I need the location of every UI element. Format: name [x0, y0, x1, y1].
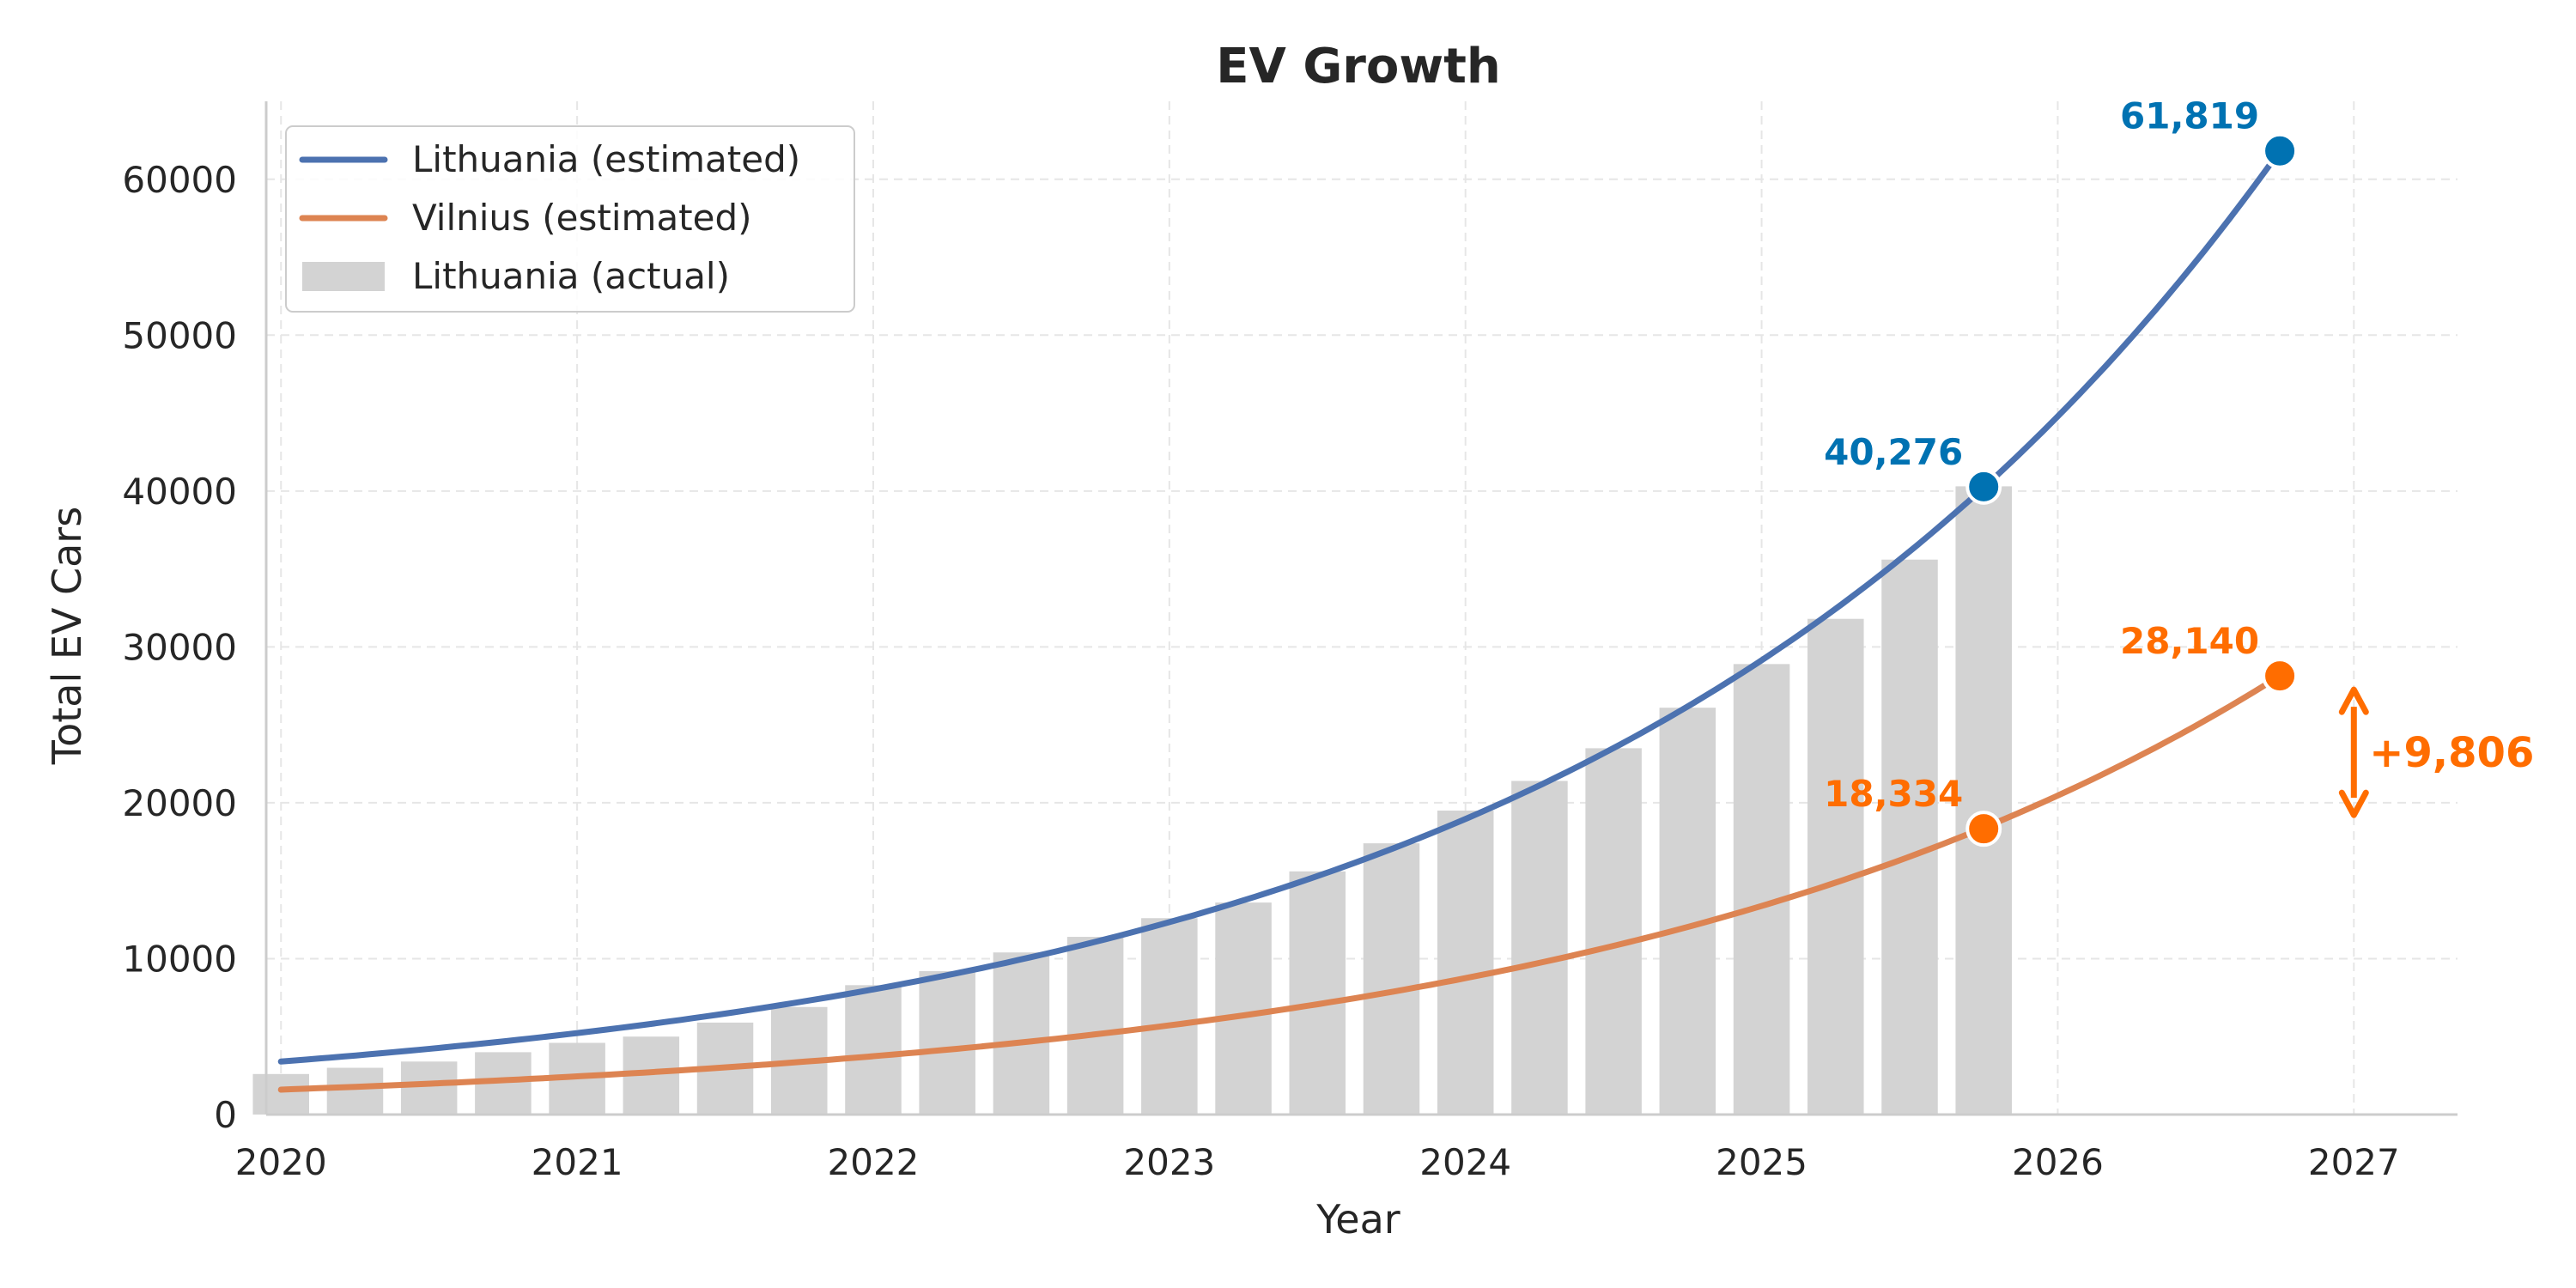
bar-11 — [1066, 937, 1124, 1115]
x-tick-label-2021: 2021 — [532, 1141, 623, 1183]
legend-label-vilnius-estimated: Vilnius (estimated) — [412, 197, 752, 239]
bars — [252, 486, 2012, 1115]
x-tick-label-2022: 2022 — [828, 1141, 920, 1183]
y-tick-label-60000: 60000 — [122, 159, 237, 201]
y-axis-title: Total EV Cars — [44, 507, 90, 765]
bar-10 — [993, 952, 1050, 1115]
x-tick-label-2025: 2025 — [1716, 1141, 1807, 1183]
bar-18 — [1585, 748, 1642, 1115]
annotation-label-1: 61,819 — [2120, 95, 2259, 137]
x-axis-title: Year — [1315, 1196, 1400, 1242]
y-tick-label-40000: 40000 — [122, 471, 237, 513]
x-tick-label-2020: 2020 — [235, 1141, 327, 1183]
y-tick-label-0: 0 — [214, 1094, 237, 1136]
annotation-label-3: 28,140 — [2120, 620, 2259, 662]
bar-2 — [400, 1061, 458, 1115]
y-tick-label-50000: 50000 — [122, 314, 237, 356]
annotation-point-1 — [2262, 132, 2299, 169]
x-tick-label-2023: 2023 — [1123, 1141, 1215, 1183]
bar-0 — [252, 1073, 310, 1115]
bar-21 — [1807, 618, 1864, 1115]
difference-arrow-head-up — [2338, 686, 2369, 715]
annotation-label-0: 40,276 — [1824, 431, 1963, 473]
bar-8 — [845, 985, 902, 1115]
chart-title: EV Growth — [1216, 39, 1501, 94]
bar-16 — [1437, 811, 1494, 1115]
bar-14 — [1289, 871, 1346, 1115]
difference-arrow-head-down — [2338, 789, 2369, 818]
x-tick-label-2027: 2027 — [2308, 1141, 2400, 1183]
annotation-point-0 — [1965, 468, 2002, 505]
y-tick-label-30000: 30000 — [122, 626, 237, 668]
legend: Lithuania (estimated) Vilnius (estimated… — [285, 125, 855, 313]
legend-frame — [285, 125, 855, 313]
axes — [264, 101, 2458, 1116]
difference-label: +9,806 — [2369, 729, 2534, 777]
annotation-point-3 — [2262, 658, 2299, 695]
series-lines — [277, 148, 2283, 1093]
y-tick-label-10000: 10000 — [122, 938, 237, 980]
annotation-point-2 — [1965, 811, 2002, 848]
bar-23 — [1955, 486, 2012, 1115]
bar-17 — [1511, 781, 1568, 1115]
annotation-points: 40,276 61,819 18,334 28,140 — [1824, 95, 2299, 848]
bar-20 — [1733, 664, 1790, 1115]
bar-9 — [919, 970, 975, 1115]
bar-13 — [1215, 902, 1272, 1115]
bar-19 — [1659, 708, 1716, 1115]
legend-swatch-lithuania-actual — [302, 262, 385, 291]
bar-12 — [1141, 918, 1198, 1115]
series-line-vilnius-estimated — [277, 672, 2283, 1093]
bar-15 — [1363, 843, 1420, 1115]
legend-label-lithuania-actual: Lithuania (actual) — [412, 255, 730, 297]
series-line-lithuania-estimated — [277, 148, 2283, 1065]
x-tick-label-2024: 2024 — [1419, 1141, 1511, 1183]
tick-labels: 2020 2021 2022 2023 2024 2025 2026 2027 0 10000 20… — [122, 159, 2399, 1183]
bar-1 — [326, 1067, 384, 1115]
legend-label-lithuania-estimated: Lithuania (estimated) — [412, 138, 800, 180]
difference-annotation: +9,806 — [2338, 686, 2534, 818]
x-tick-label-2026: 2026 — [2012, 1141, 2104, 1183]
bar-22 — [1881, 559, 1938, 1115]
annotation-label-2: 18,334 — [1824, 773, 1963, 815]
y-tick-label-20000: 20000 — [122, 782, 237, 824]
